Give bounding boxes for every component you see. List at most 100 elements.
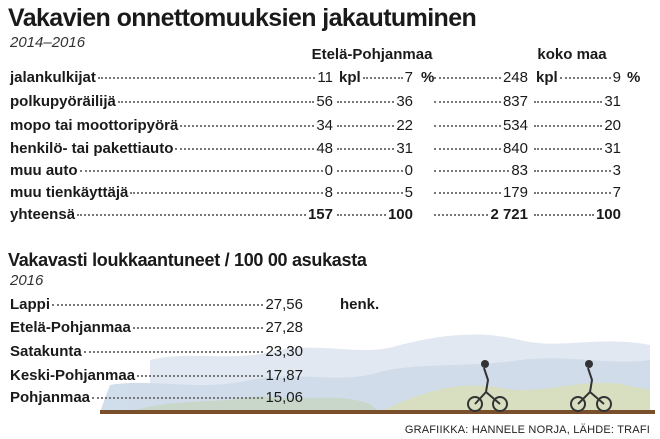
row-label: muu tienkäyttäjä — [10, 184, 129, 201]
leader — [83, 351, 264, 353]
row-label: Satakunta — [10, 343, 82, 360]
cell-value: 31 — [396, 140, 413, 157]
unit: % — [421, 69, 435, 86]
cell-value: 23,30 — [265, 343, 303, 360]
row-segment: 100 — [335, 205, 413, 225]
unit: henk. — [340, 296, 380, 313]
row-label: Pohjanmaa — [10, 389, 91, 406]
leader — [132, 327, 264, 329]
leader — [117, 101, 315, 103]
row-segment: jalankulkijat 11 — [10, 68, 333, 88]
cell-value: 22 — [396, 117, 413, 134]
cell-value: 56 — [316, 93, 333, 110]
leader — [434, 214, 489, 216]
leader — [337, 192, 403, 194]
leader — [337, 125, 395, 127]
leader — [77, 214, 306, 216]
cell-value: 0 — [324, 162, 333, 179]
leader — [434, 101, 501, 103]
row-segment: 31 — [532, 139, 621, 159]
leader — [534, 214, 594, 216]
cell-value: 48 — [316, 140, 333, 157]
leader — [79, 170, 323, 172]
unit: % — [417, 68, 434, 88]
subtitle: 2016 — [10, 272, 44, 289]
row-segment: Lappi 27,56 — [10, 295, 303, 315]
cell-value: 837 — [502, 93, 528, 110]
cell-value: 9 — [612, 69, 621, 86]
cell-value: 0 — [404, 162, 413, 179]
cell-value: 100 — [595, 206, 621, 223]
row-segment: 3 — [532, 161, 621, 181]
section-title: Vakavasti loukkaantuneet / 100 00 asukas… — [8, 250, 367, 270]
row-segment: 2 721 — [432, 205, 528, 225]
row-label: henkilö- tai pakettiauto — [10, 140, 174, 157]
cell-value: 248 — [502, 69, 528, 86]
row-segment: mopo tai moottoripyörä 34 — [10, 116, 333, 136]
row-segment: 100 — [532, 205, 621, 225]
row-label: Etelä-Pohjanmaa — [10, 319, 131, 336]
row-segment: Keski-Pohjanmaa 17,87 — [10, 366, 303, 386]
unit: % — [627, 69, 641, 86]
leader — [130, 192, 323, 194]
row-segment: henkilö- tai pakettiauto 48 — [10, 139, 333, 159]
unit: kpl — [339, 69, 361, 86]
row-label: muu auto — [10, 162, 78, 179]
leader — [434, 77, 501, 79]
row-segment: 7 — [532, 183, 621, 203]
cell-value: 100 — [387, 206, 413, 223]
title: Vakavien onnettomuuksien jakautuminen — [8, 4, 477, 32]
leader — [534, 148, 603, 150]
row-segment: 36 — [335, 92, 413, 112]
row-segment: 20 — [532, 116, 621, 136]
leader — [434, 170, 510, 172]
cell-value: 8 — [324, 184, 333, 201]
cell-value: 5 — [404, 184, 413, 201]
unit: % — [623, 68, 640, 88]
credit: GRAFIIKKA: HANNELE NORJA, LÄHDE: TRAFI — [404, 424, 650, 436]
leader — [534, 192, 611, 194]
leader — [337, 214, 386, 216]
cell-value: 36 — [396, 93, 413, 110]
row-segment: 534 — [432, 116, 528, 136]
cell-value: 534 — [502, 117, 528, 134]
leader — [337, 170, 403, 172]
cell-value: 157 — [307, 206, 333, 223]
leader — [534, 101, 603, 103]
cell-value: 34 — [316, 117, 333, 134]
row-segment: 179 — [432, 183, 528, 203]
cell-value: 179 — [502, 184, 528, 201]
row-segment: Pohjanmaa 15,06 — [10, 388, 303, 408]
row-label: jalankulkijat — [10, 69, 96, 86]
row-segment: polkupyöräilijä 56 — [10, 92, 333, 112]
leader — [337, 101, 395, 103]
row-label: mopo tai moottoripyörä — [10, 117, 179, 134]
cell-value: 83 — [511, 162, 528, 179]
column-header: koko maa — [537, 46, 607, 63]
row-label: yhteensä — [10, 206, 76, 223]
cell-value: 27,28 — [265, 319, 303, 336]
leader — [92, 397, 264, 399]
cell-value: 20 — [604, 117, 621, 134]
row-segment: 840 — [432, 139, 528, 159]
row-segment: kpl 7 — [335, 68, 413, 88]
row-segment: yhteensä 157 — [10, 205, 333, 225]
cell-value: 15,06 — [265, 389, 303, 406]
leader — [434, 148, 501, 150]
row-label: Keski-Pohjanmaa — [10, 367, 136, 384]
cell-value: 27,56 — [265, 296, 303, 313]
cell-value: 7 — [404, 69, 413, 86]
leader — [52, 304, 264, 306]
row-segment: 22 — [335, 116, 413, 136]
row-segment: Etelä-Pohjanmaa 27,28 — [10, 318, 303, 338]
row-segment: Satakunta 23,30 — [10, 342, 303, 362]
leader — [362, 77, 403, 79]
leader — [137, 375, 264, 377]
row-segment: 31 — [335, 139, 413, 159]
cell-value: 7 — [612, 184, 621, 201]
row-segment: muu auto 0 — [10, 161, 333, 181]
leader — [337, 148, 395, 150]
row-segment: 837 — [432, 92, 528, 112]
leader — [97, 77, 316, 79]
subtitle: 2014–2016 — [10, 34, 86, 51]
